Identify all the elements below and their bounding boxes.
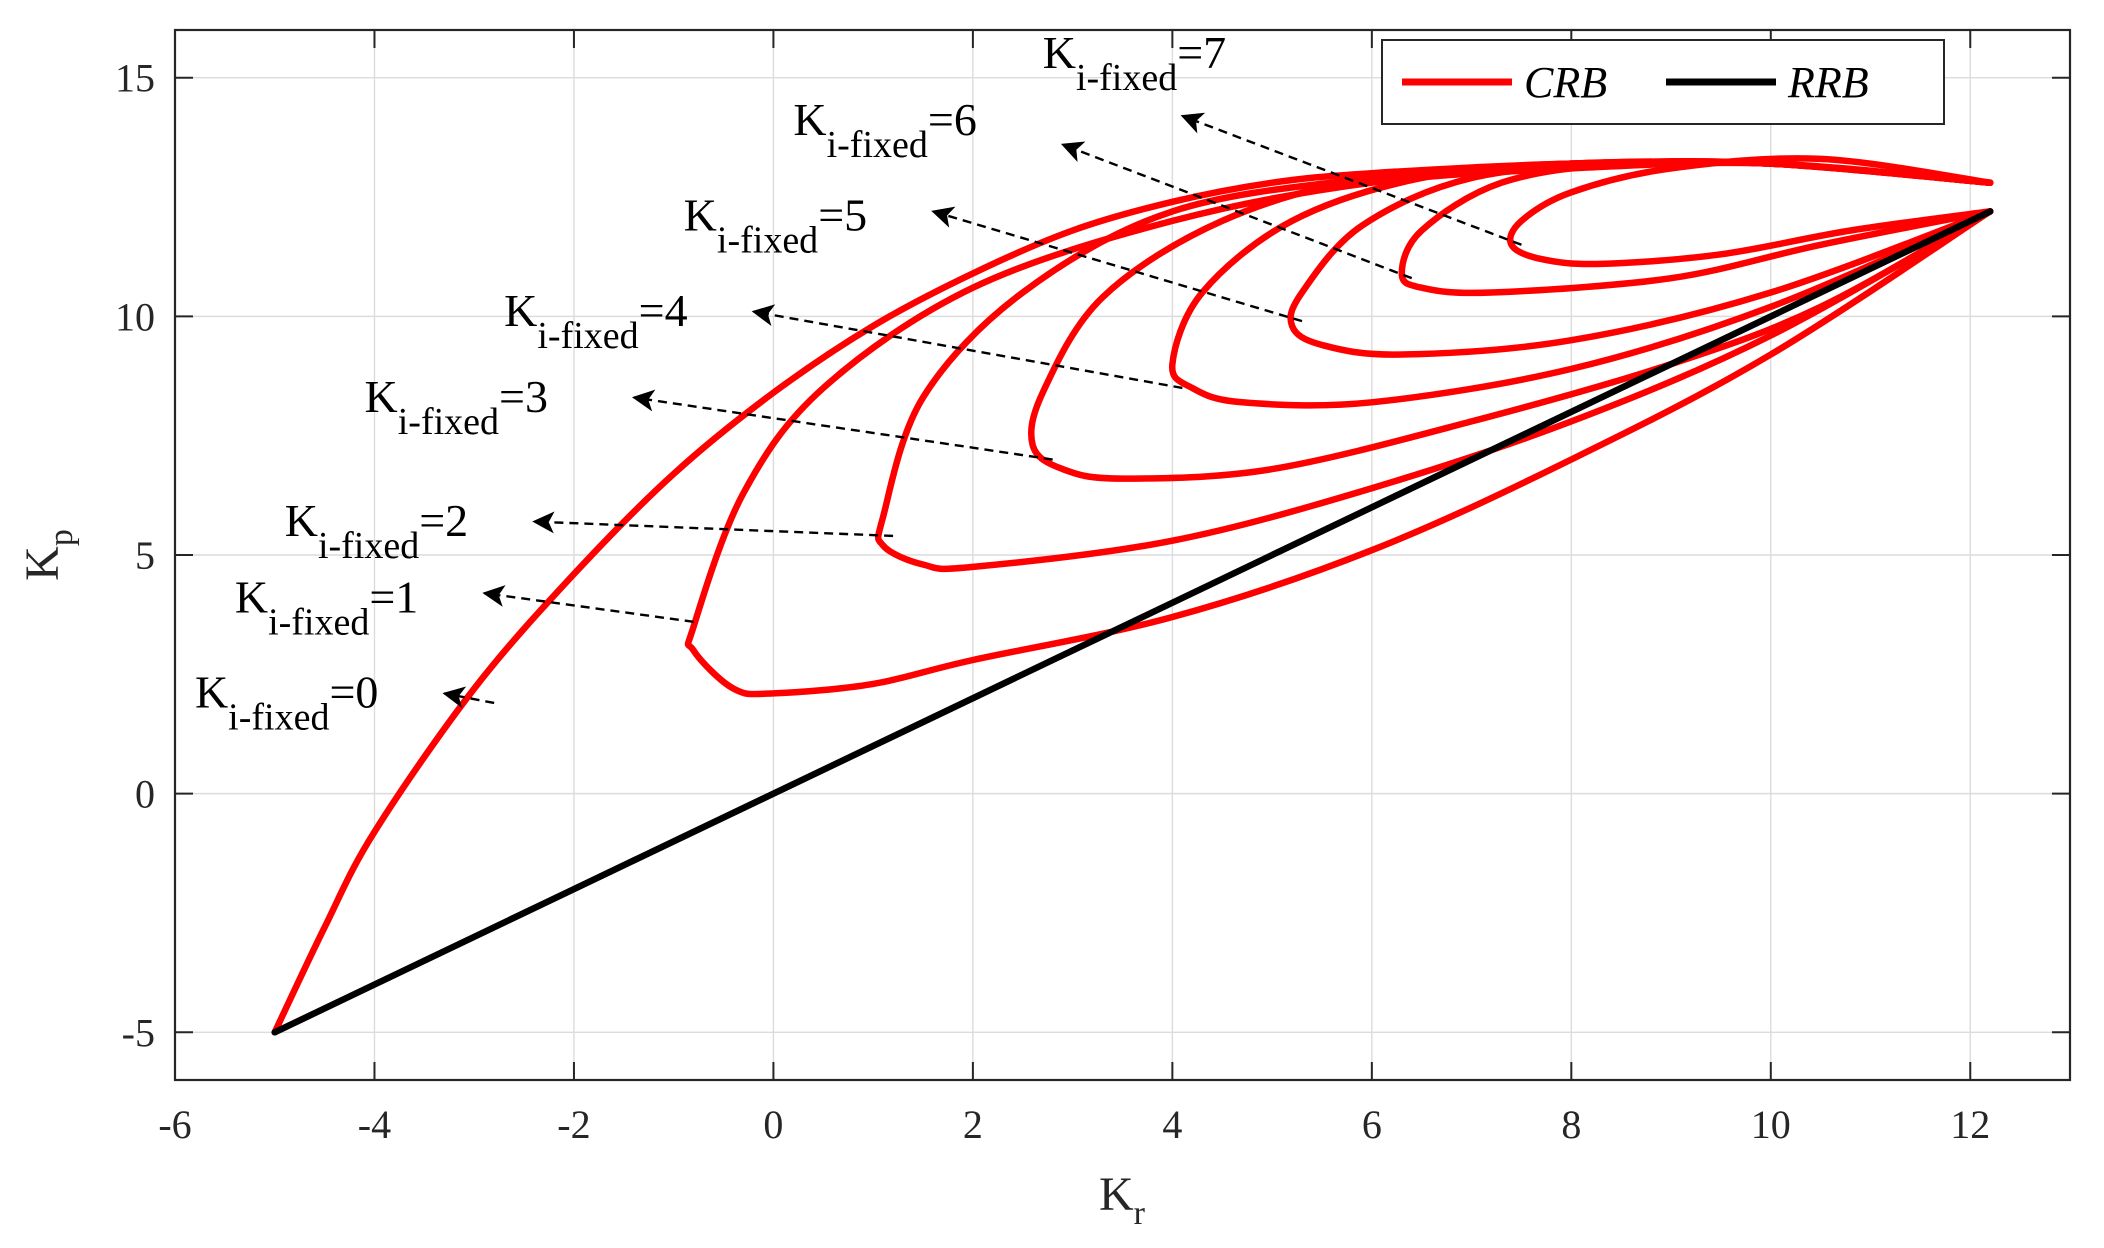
- x-tick-label: 2: [963, 1102, 983, 1147]
- y-axis-label-main: K: [16, 546, 69, 581]
- y-tick-label: -5: [122, 1010, 155, 1055]
- x-axis-label-main: K: [1099, 1168, 1134, 1221]
- annotation-arrow-5: [931, 206, 1303, 323]
- annotation-main: K: [365, 371, 398, 422]
- annotation-label-6: Ki-fixed=6: [793, 94, 976, 166]
- annotation-arrow-7: [1180, 112, 1522, 246]
- y-tick-label: 15: [115, 56, 155, 101]
- annotation-main: K: [1043, 27, 1076, 78]
- tick-labels: -6 -4 -2 0 2 4 6 8 10 12 -5 0 5 10 15: [115, 56, 1990, 1147]
- y-axis-label: Kp: [16, 529, 80, 581]
- annotation-label-2: Ki-fixed=2: [285, 495, 468, 567]
- legend-label-crb: CRB: [1524, 58, 1607, 107]
- x-tick-label: 10: [1751, 1102, 1791, 1147]
- annotation-label-7: Ki-fixed=7: [1043, 27, 1226, 99]
- annotation-tail: =0: [329, 667, 378, 718]
- annotation-tail: =3: [499, 371, 548, 422]
- x-axis-label: Kr: [1099, 1168, 1146, 1232]
- ticks: [174, 30, 2070, 1080]
- x-tick-label: 8: [1561, 1102, 1581, 1147]
- x-tick-label: -2: [557, 1102, 590, 1147]
- annotation-main: K: [195, 667, 228, 718]
- annotation-sub: i-fixed: [827, 124, 928, 166]
- series-rrb-line: [271, 208, 1994, 1036]
- annotation-arrow-1: [482, 585, 694, 624]
- series-layer: [271, 155, 1994, 1036]
- annotation-main: K: [504, 285, 537, 336]
- annotation-sub: i-fixed: [1076, 57, 1177, 99]
- x-tick-label: 6: [1362, 1102, 1382, 1147]
- y-tick-label: 5: [135, 533, 155, 578]
- legend: CRB RRB: [1381, 39, 1945, 125]
- x-tick-label: 12: [1950, 1102, 1990, 1147]
- annotation-tail: =2: [419, 495, 468, 546]
- annotation-label-5: Ki-fixed=5: [684, 189, 867, 261]
- annotation-tail: =1: [369, 571, 418, 622]
- annotation-sub: i-fixed: [537, 315, 638, 357]
- annotation-tail: =5: [818, 189, 867, 240]
- series-crb-curve-7: [1506, 155, 1994, 268]
- x-tick-label: 4: [1162, 1102, 1182, 1147]
- x-tick-label: -4: [358, 1102, 391, 1147]
- annotation-label-0: Ki-fixed=0: [195, 667, 378, 739]
- annotation-tail: =4: [639, 285, 688, 336]
- annotation-tail: =7: [1177, 27, 1226, 78]
- annotation-sub: i-fixed: [318, 525, 419, 567]
- annotation-label-4: Ki-fixed=4: [504, 285, 687, 357]
- annotation-arrow-3: [631, 389, 1053, 461]
- annotation-main: K: [684, 189, 717, 240]
- annotation-label-3: Ki-fixed=3: [365, 371, 548, 443]
- annotation-arrow-6: [1060, 141, 1413, 280]
- annotation-main: K: [793, 94, 826, 145]
- annotation-label-1: Ki-fixed=1: [235, 571, 418, 643]
- annotation-layer: Ki-fixed=0Ki-fixed=1Ki-fixed=2Ki-fixed=3…: [195, 27, 1522, 739]
- annotation-sub: i-fixed: [398, 401, 499, 443]
- y-tick-label: 0: [135, 772, 155, 817]
- y-axis-label-sub: p: [43, 529, 80, 546]
- annotation-sub: i-fixed: [228, 697, 329, 739]
- y-tick-label: 10: [115, 294, 155, 339]
- x-tick-label: 0: [763, 1102, 783, 1147]
- annotation-sub: i-fixed: [268, 601, 369, 643]
- annotation-main: K: [235, 571, 268, 622]
- legend-label-rrb: RRB: [1787, 58, 1869, 107]
- annotation-arrow-4: [751, 304, 1183, 390]
- annotation-arrow-0: [442, 686, 495, 709]
- x-axis-label-sub: r: [1134, 1195, 1146, 1232]
- x-tick-label: -6: [158, 1102, 191, 1147]
- grid: [174, 30, 2070, 1080]
- annotation-tail: =6: [928, 94, 977, 145]
- annotation-sub: i-fixed: [717, 219, 818, 261]
- annotation-main: K: [285, 495, 318, 546]
